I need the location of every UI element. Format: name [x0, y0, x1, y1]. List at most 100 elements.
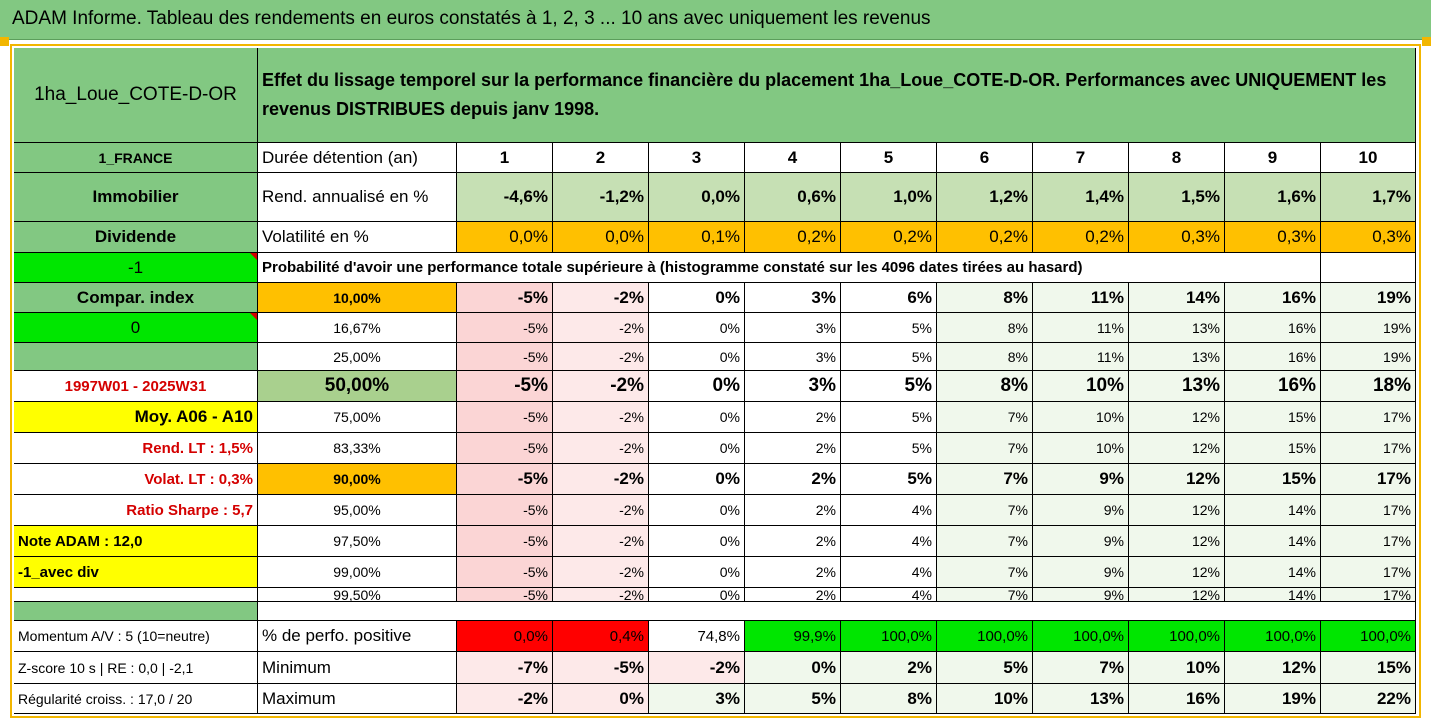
year-header: 10 — [1321, 143, 1416, 173]
proba-value: 12% — [1129, 464, 1225, 495]
proba-value: -5% — [457, 343, 553, 371]
positive-value: 100,0% — [1321, 621, 1416, 652]
proba-value: 3% — [745, 283, 841, 313]
proba-value: 18% — [1321, 371, 1416, 402]
note-label: Note ADAM : 12,0 — [14, 526, 258, 557]
proba-value: 5% — [841, 433, 937, 464]
volat-value: 0,2% — [745, 222, 841, 253]
rend-value: 1,6% — [1225, 173, 1321, 222]
proba-value: 16% — [1225, 371, 1321, 402]
positive-value: 0,4% — [553, 621, 649, 652]
proba-value: 8% — [937, 343, 1033, 371]
proba-value: -2% — [553, 402, 649, 433]
proba-value: 0% — [649, 343, 745, 371]
volat-value: 0,3% — [1321, 222, 1416, 253]
proba-value: 13% — [1129, 343, 1225, 371]
minimum-value: 0% — [745, 652, 841, 684]
proba-value: 0% — [649, 557, 745, 588]
sharpe-label: Ratio Sharpe : 5,7 — [14, 495, 258, 526]
positive-value: 100,0% — [841, 621, 937, 652]
dividend-value: -1 — [14, 253, 258, 283]
zscore-label: Z-score 10 s | RE : 0,0 | -2,1 — [14, 652, 258, 684]
positive-value: 100,0% — [1225, 621, 1321, 652]
proba-threshold: 90,00% — [258, 464, 457, 495]
proba-value: 2% — [745, 402, 841, 433]
proba-value: 12% — [1129, 588, 1225, 602]
proba-value: 14% — [1225, 495, 1321, 526]
proba-value: 14% — [1129, 283, 1225, 313]
maximum-value: 16% — [1129, 684, 1225, 714]
category-label: Immobilier — [14, 173, 258, 222]
proba-value: 2% — [745, 557, 841, 588]
proba-value: 17% — [1321, 557, 1416, 588]
volat-value: 0,2% — [937, 222, 1033, 253]
proba-value: 3% — [745, 313, 841, 343]
proba-value: 9% — [1033, 557, 1129, 588]
proba-value: 5% — [841, 313, 937, 343]
proba-title: Probabilité d'avoir une performance tota… — [258, 253, 1321, 283]
year-header: 1 — [457, 143, 553, 173]
rend-value: 1,4% — [1033, 173, 1129, 222]
positive-value: 100,0% — [1033, 621, 1129, 652]
proba-value: 8% — [937, 371, 1033, 402]
proba-value: 7% — [937, 402, 1033, 433]
dividend-label: Dividende — [14, 222, 258, 253]
minimum-value: 5% — [937, 652, 1033, 684]
proba-value: 3% — [745, 371, 841, 402]
year-header: 3 — [649, 143, 745, 173]
year-header: 6 — [937, 143, 1033, 173]
proba-value: 16% — [1225, 283, 1321, 313]
proba-value: 7% — [937, 464, 1033, 495]
volat-value: 0,0% — [457, 222, 553, 253]
positive-value: 74,8% — [649, 621, 745, 652]
proba-value: 7% — [937, 526, 1033, 557]
country-label: 1_FRANCE — [14, 143, 258, 173]
proba-value: 0% — [649, 283, 745, 313]
proba-value: 4% — [841, 588, 937, 602]
proba-value: 17% — [1321, 495, 1416, 526]
volat-lt-label: Volat. LT : 0,3% — [14, 464, 258, 495]
compar-index-value: 0 — [14, 313, 258, 343]
proba-value: 6% — [841, 283, 937, 313]
proba-value: 3% — [745, 343, 841, 371]
rend-lt-label: Rend. LT : 1,5% — [14, 433, 258, 464]
year-header: 2 — [553, 143, 649, 173]
proba-value: 13% — [1129, 371, 1225, 402]
proba-value: -5% — [457, 526, 553, 557]
rend-label: Rend. annualisé en % — [258, 173, 457, 222]
proba-value: 9% — [1033, 526, 1129, 557]
maximum-value: 3% — [649, 684, 745, 714]
maximum-value: 8% — [841, 684, 937, 714]
description: Effet du lissage temporel sur la perform… — [258, 48, 1416, 143]
proba-value: 15% — [1225, 464, 1321, 495]
rend-value: -1,2% — [553, 173, 649, 222]
year-header: 9 — [1225, 143, 1321, 173]
proba-value: 2% — [745, 588, 841, 602]
proba-value: 11% — [1033, 343, 1129, 371]
proba-value: 17% — [1321, 402, 1416, 433]
volat-value: 0,1% — [649, 222, 745, 253]
maximum-value: 19% — [1225, 684, 1321, 714]
spacer-row — [258, 602, 1416, 621]
proba-value: 8% — [937, 283, 1033, 313]
proba-value: -2% — [553, 283, 649, 313]
proba-value: -2% — [553, 433, 649, 464]
minimum-value: 10% — [1129, 652, 1225, 684]
proba-value: 14% — [1225, 557, 1321, 588]
rend-value: -4,6% — [457, 173, 553, 222]
proba-value: 19% — [1321, 313, 1416, 343]
positive-value: 0,0% — [457, 621, 553, 652]
year-header: 5 — [841, 143, 937, 173]
proba-value: -2% — [553, 588, 649, 602]
proba-value: 9% — [1033, 495, 1129, 526]
proba-value: -2% — [553, 464, 649, 495]
year-header: 4 — [745, 143, 841, 173]
minimum-value: 12% — [1225, 652, 1321, 684]
proba-value: 19% — [1321, 343, 1416, 371]
rend-value: 1,5% — [1129, 173, 1225, 222]
maximum-value: -2% — [457, 684, 553, 714]
proba-value: 10% — [1033, 433, 1129, 464]
proba-value: 12% — [1129, 433, 1225, 464]
proba-threshold: 83,33% — [258, 433, 457, 464]
proba-value: 12% — [1129, 402, 1225, 433]
